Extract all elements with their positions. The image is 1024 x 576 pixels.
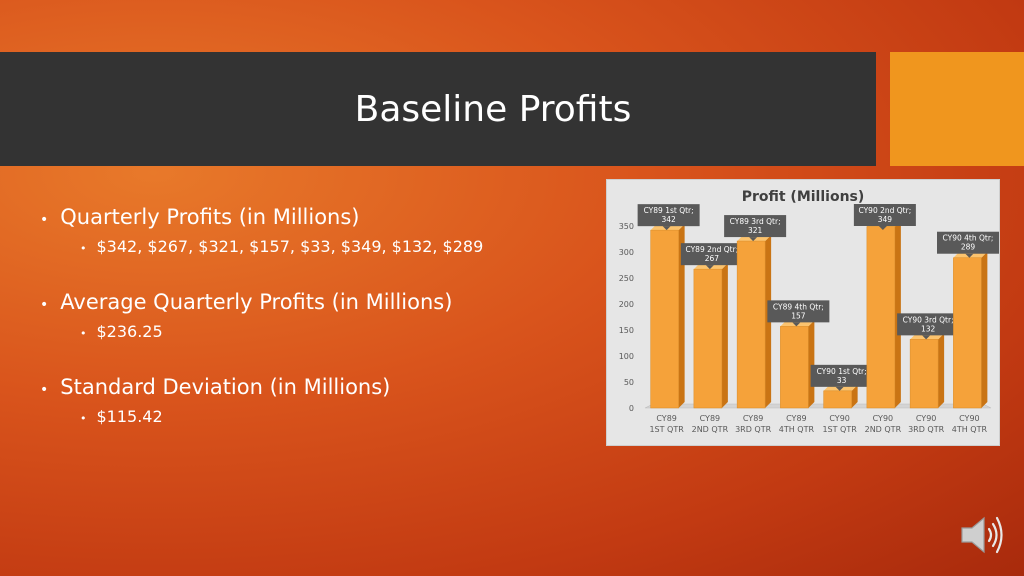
y-tick-label: 250 — [619, 274, 634, 283]
data-label-pointer — [922, 335, 931, 340]
sub-bullet-text: $342, $267, $321, $157, $33, $349, $132,… — [96, 237, 484, 256]
data-label-pointer — [749, 237, 758, 242]
bar — [953, 257, 982, 409]
bar-side — [938, 333, 945, 408]
data-label-pointer — [835, 386, 844, 391]
data-label-box — [724, 215, 787, 238]
sub-bullet-average-value: • $236.25 — [40, 322, 580, 341]
data-label-box — [853, 204, 916, 226]
data-label: 289 — [961, 243, 976, 252]
data-label: CY89 4th Qtr; — [773, 302, 824, 311]
x-tick-label: CY90 — [916, 414, 937, 423]
x-tick-label: CY90 — [829, 414, 850, 423]
data-label: CY89 2nd Qtr; — [686, 245, 739, 254]
bullet-list: • Quarterly Profits (in Millions) • $342… — [40, 205, 580, 460]
chart-canvas: 0 50 100 150 200 250 300 350 CY89 1ST QTR CY89 1st… — [619, 204, 999, 434]
data-label-pointer — [662, 226, 671, 231]
bullet-standard-deviation: • Standard Deviation (in Millions) — [40, 375, 580, 399]
data-label: 342 — [661, 215, 676, 224]
bullet-label: Standard Deviation (in Millions) — [60, 375, 391, 399]
x-tick-label: 1ST QTR — [822, 425, 857, 434]
data-label-box — [897, 313, 960, 336]
x-tick-label: 2ND QTR — [865, 425, 902, 434]
data-label: 267 — [705, 254, 720, 263]
data-label: CY90 1st Qtr; — [817, 367, 867, 376]
x-tick-label: 4TH QTR — [779, 425, 815, 434]
accent-square — [890, 52, 1024, 166]
y-tick-label: 350 — [619, 222, 634, 231]
data-label-box — [810, 364, 873, 387]
bullet-label: Quarterly Profits (in Millions) — [60, 205, 360, 229]
bar — [693, 268, 723, 409]
y-tick-label: 0 — [629, 404, 634, 413]
bullet-dot: • — [40, 212, 49, 228]
x-tick-label: CY90 — [873, 414, 894, 423]
x-tick-label: 2ND QTR — [692, 425, 729, 434]
slide-title: Baseline Profits — [354, 88, 632, 130]
data-label: CY90 4th Qtr; — [943, 234, 994, 243]
x-tick-label: CY89 — [786, 414, 807, 423]
bullet-quarterly-profits: • Quarterly Profits (in Millions) — [40, 205, 580, 229]
bar — [866, 226, 896, 409]
sub-bullet-quarterly-values: • $342, $267, $321, $157, $33, $349, $13… — [40, 237, 580, 256]
data-label: 157 — [791, 311, 806, 320]
bullet-dot: • — [80, 242, 87, 255]
bar-side — [678, 224, 685, 408]
bar-side — [721, 263, 728, 408]
y-tick-label: 200 — [619, 300, 634, 309]
data-label: 321 — [748, 226, 763, 235]
data-label-pointer — [792, 322, 801, 327]
x-tick-label: CY89 — [743, 414, 764, 423]
data-label-box — [680, 243, 743, 266]
bar — [780, 326, 809, 409]
x-tick-label: 4TH QTR — [952, 425, 988, 434]
data-label-pointer — [878, 226, 887, 230]
sub-bullet-std-value: • $115.42 — [40, 407, 580, 426]
x-tick-label: 1ST QTR — [649, 425, 684, 434]
data-label-box — [767, 300, 830, 323]
sub-bullet-text: $115.42 — [96, 407, 163, 426]
bar-side — [808, 320, 815, 408]
y-tick-label: 300 — [619, 248, 634, 257]
profit-chart: 0 50 100 150 200 250 300 350 CY89 1ST QTR CY89 1st… — [606, 179, 1000, 446]
data-label: 33 — [837, 376, 847, 385]
x-tick-label: 3RD QTR — [735, 425, 772, 434]
data-label-box — [937, 231, 999, 254]
x-tick-label: CY89 — [700, 414, 721, 423]
data-label: 132 — [921, 324, 936, 333]
data-label: CY89 1st Qtr; — [644, 206, 694, 215]
x-tick-label: CY90 — [959, 414, 980, 423]
bar-side — [981, 251, 988, 408]
data-label-pointer — [965, 253, 974, 258]
data-label: 349 — [878, 215, 893, 224]
bullet-dot: • — [80, 412, 87, 425]
bar — [736, 240, 766, 409]
bullet-average-profits: • Average Quarterly Profits (in Millions… — [40, 290, 580, 314]
bullet-dot: • — [40, 382, 49, 398]
data-label: CY89 3rd Qtr; — [730, 217, 781, 226]
bullet-dot: • — [80, 327, 87, 340]
bullet-label: Average Quarterly Profits (in Millions) — [60, 290, 453, 314]
data-label: CY90 2nd Qtr; — [859, 206, 912, 215]
title-bar: Baseline Profits — [0, 52, 876, 166]
bar — [909, 339, 939, 409]
data-label-box — [637, 204, 700, 227]
x-tick-label: 3RD QTR — [908, 425, 945, 434]
y-tick-label: 50 — [624, 378, 634, 387]
y-tick-label: 150 — [619, 326, 634, 335]
y-tick-label: 100 — [619, 352, 634, 361]
bar — [650, 229, 679, 409]
bar-side — [851, 384, 858, 408]
x-tick-label: CY89 — [656, 414, 677, 423]
chart-title: Profit (Millions) — [741, 189, 865, 205]
bar — [823, 390, 852, 409]
data-label-pointer — [705, 265, 714, 270]
data-label: CY90 3rd Qtr; — [903, 315, 954, 324]
sub-bullet-text: $236.25 — [96, 322, 163, 341]
speaker-icon[interactable] — [958, 512, 1008, 558]
bullet-dot: • — [40, 297, 49, 313]
